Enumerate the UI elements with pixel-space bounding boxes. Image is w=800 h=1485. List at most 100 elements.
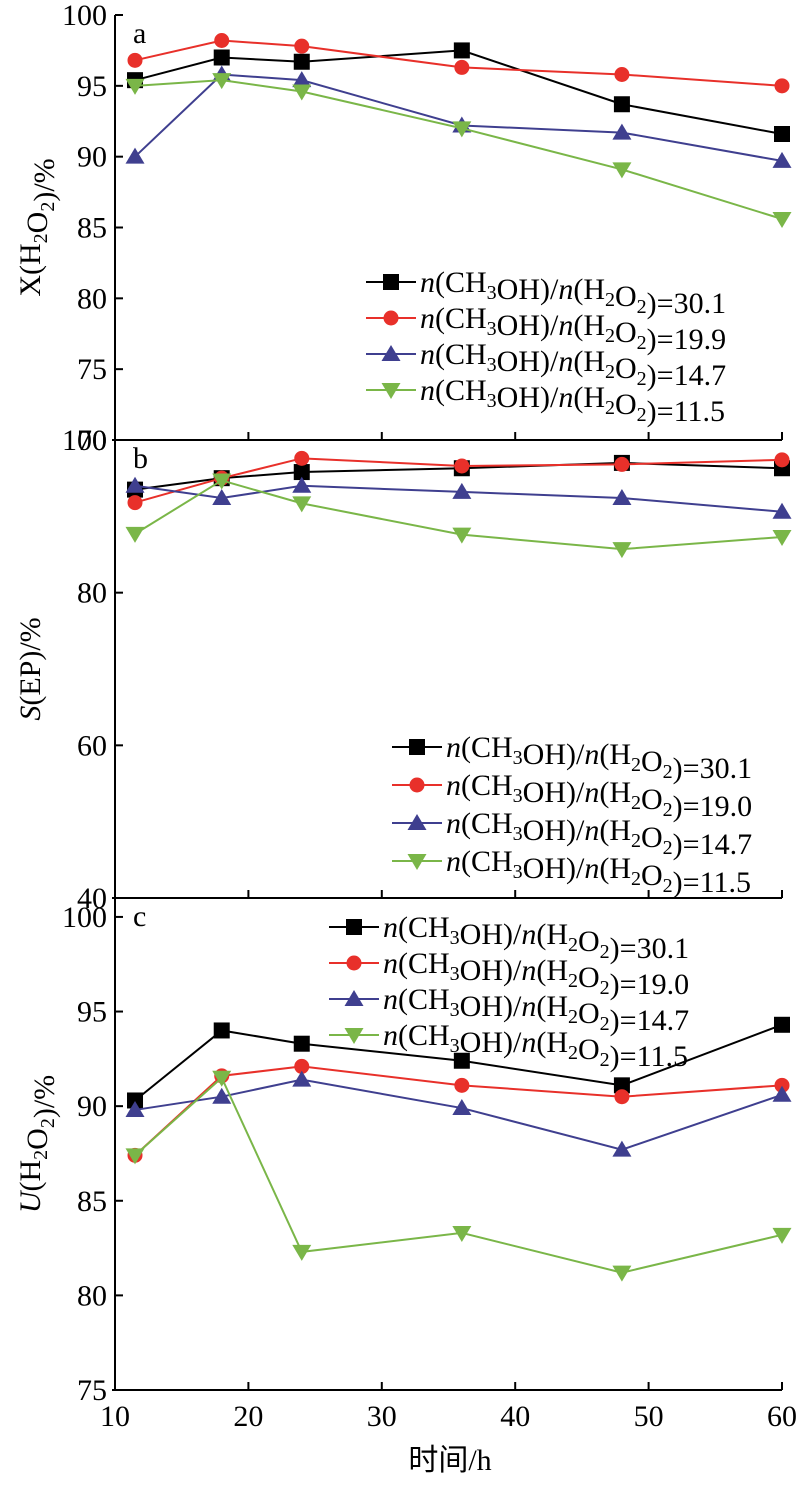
y-tick-label: 90 bbox=[77, 1090, 107, 1123]
y-tick-label: 80 bbox=[77, 577, 107, 610]
y-tick-label: 75 bbox=[77, 353, 107, 386]
series-line bbox=[134, 484, 783, 513]
legend-entry: n(CH3OH)/n(H2O2)=19.9 bbox=[366, 302, 726, 356]
legend-entry: n(CH3OH)/n(H2O2)=14.7 bbox=[329, 983, 689, 1037]
legend-label: n(CH3OH)/n(H2O2)=19.0 bbox=[383, 947, 689, 1001]
data-point bbox=[127, 1092, 144, 1109]
data-point bbox=[292, 496, 312, 513]
data-point bbox=[127, 52, 143, 68]
legend-marker bbox=[407, 854, 427, 870]
legend-label: n(CH3OH)/n(H2O2)=14.7 bbox=[446, 807, 752, 861]
data-point bbox=[612, 489, 632, 506]
y-tick-label: 95 bbox=[77, 70, 107, 103]
data-point bbox=[774, 78, 790, 94]
series-line bbox=[134, 79, 783, 220]
data-point bbox=[452, 482, 472, 499]
data-point bbox=[453, 42, 470, 59]
legend-entry: n(CH3OH)/n(H2O2)=14.7 bbox=[392, 807, 752, 861]
series-line bbox=[134, 1078, 783, 1151]
data-point bbox=[212, 73, 232, 90]
series-3 bbox=[125, 1070, 792, 1157]
legend-label: n(CH3OH)/n(H2O2)=30.1 bbox=[383, 911, 689, 965]
data-point bbox=[125, 147, 145, 164]
data-point bbox=[612, 1140, 632, 1157]
data-point bbox=[772, 1085, 792, 1102]
series-2 bbox=[127, 33, 790, 94]
data-point bbox=[212, 473, 232, 490]
x-tick-label: 50 bbox=[634, 1400, 664, 1433]
data-point bbox=[294, 38, 310, 54]
x-tick-label: 10 bbox=[100, 1400, 130, 1433]
data-point bbox=[294, 1058, 310, 1074]
series-line bbox=[134, 457, 783, 504]
y-tick-label: 80 bbox=[77, 1279, 107, 1312]
panel-b: 406080100bS(EP)/%n(CH3OH)/n(H2O2)=30.1n(… bbox=[14, 424, 792, 915]
legend-entry: n(CH3OH)/n(H2O2)=30.1 bbox=[366, 266, 726, 320]
legend-marker bbox=[344, 990, 364, 1006]
data-point bbox=[212, 489, 232, 506]
data-point bbox=[293, 53, 310, 70]
data-point bbox=[453, 1052, 470, 1069]
data-point bbox=[292, 476, 312, 493]
data-point bbox=[125, 78, 145, 95]
y-tick-label: 90 bbox=[77, 141, 107, 174]
series-1 bbox=[127, 1016, 790, 1109]
data-point bbox=[612, 162, 632, 179]
data-point bbox=[774, 126, 790, 142]
legend-entry: n(CH3OH)/n(H2O2)=11.5 bbox=[392, 845, 751, 899]
series-line bbox=[134, 39, 783, 87]
data-point bbox=[213, 49, 230, 66]
data-point bbox=[214, 33, 230, 48]
data-point bbox=[293, 464, 310, 481]
y-axis-label: S(EP)/% bbox=[14, 617, 47, 720]
legend-marker bbox=[381, 383, 401, 399]
panel-c: 75 80 85 90 95 100 10 20 30 40 50 60 c U(H2O2)/% n(CH3… bbox=[14, 898, 797, 1433]
data-point bbox=[454, 458, 470, 474]
series-line bbox=[134, 1065, 783, 1157]
legend-entry: n(CH3OH)/n(H2O2)=19.0 bbox=[392, 769, 752, 823]
series-4 bbox=[125, 473, 792, 559]
data-point bbox=[125, 476, 145, 493]
data-point bbox=[772, 502, 792, 519]
y-axis-label: X(H2O2)/% bbox=[14, 158, 61, 296]
data-point bbox=[292, 1244, 312, 1261]
data-point bbox=[772, 151, 792, 168]
legend-entry: n(CH3OH)/n(H2O2)=11.5 bbox=[329, 1019, 688, 1073]
data-point bbox=[125, 1100, 145, 1117]
series-4 bbox=[125, 73, 792, 228]
data-point bbox=[772, 1227, 792, 1244]
data-point bbox=[292, 1070, 312, 1087]
legend-marker bbox=[409, 739, 425, 755]
legend-label: n(CH3OH)/n(H2O2)=11.5 bbox=[420, 374, 725, 428]
legend-entry: n(CH3OH)/n(H2O2)=14.7 bbox=[366, 338, 726, 392]
panel-a: 70 75 80 85 90 95 100 a X(H2O2)/% n(CH3OH)/n(H2O2… bbox=[14, 0, 792, 457]
data-point bbox=[614, 1089, 630, 1105]
panels: 70 75 80 85 90 95 100 a X(H2O2)/% n(CH3OH)/n(H2O2… bbox=[14, 0, 797, 1433]
legend-marker bbox=[383, 310, 399, 326]
legend-marker bbox=[383, 274, 399, 290]
legend-label: n(CH3OH)/n(H2O2)=11.5 bbox=[383, 1019, 688, 1073]
legend-label: n(CH3OH)/n(H2O2)=14.7 bbox=[383, 983, 689, 1037]
y-tick-label: 80 bbox=[77, 282, 107, 315]
data-point bbox=[454, 59, 470, 75]
data-point bbox=[292, 71, 312, 88]
legend-entry: n(CH3OH)/n(H2O2)=30.1 bbox=[392, 731, 752, 785]
data-point bbox=[452, 527, 472, 544]
data-point bbox=[774, 452, 790, 468]
data-point bbox=[125, 526, 145, 543]
series-line bbox=[134, 1023, 783, 1102]
data-point bbox=[213, 1022, 230, 1039]
y-tick-label: 60 bbox=[77, 729, 107, 762]
x-tick-label: 20 bbox=[233, 1400, 263, 1433]
legend-label: n(CH3OH)/n(H2O2)=19.9 bbox=[420, 302, 726, 356]
y-tick-label: 40 bbox=[77, 882, 107, 915]
legend-label: n(CH3OH)/n(H2O2)=11.5 bbox=[446, 845, 751, 899]
series-line bbox=[134, 73, 783, 162]
y-tick-label: 95 bbox=[77, 996, 107, 1029]
y-tick-label: 100 bbox=[62, 424, 107, 457]
data-point bbox=[454, 1077, 470, 1093]
y-tick-label: 85 bbox=[77, 212, 107, 245]
y-tick-label: 100 bbox=[62, 0, 107, 32]
